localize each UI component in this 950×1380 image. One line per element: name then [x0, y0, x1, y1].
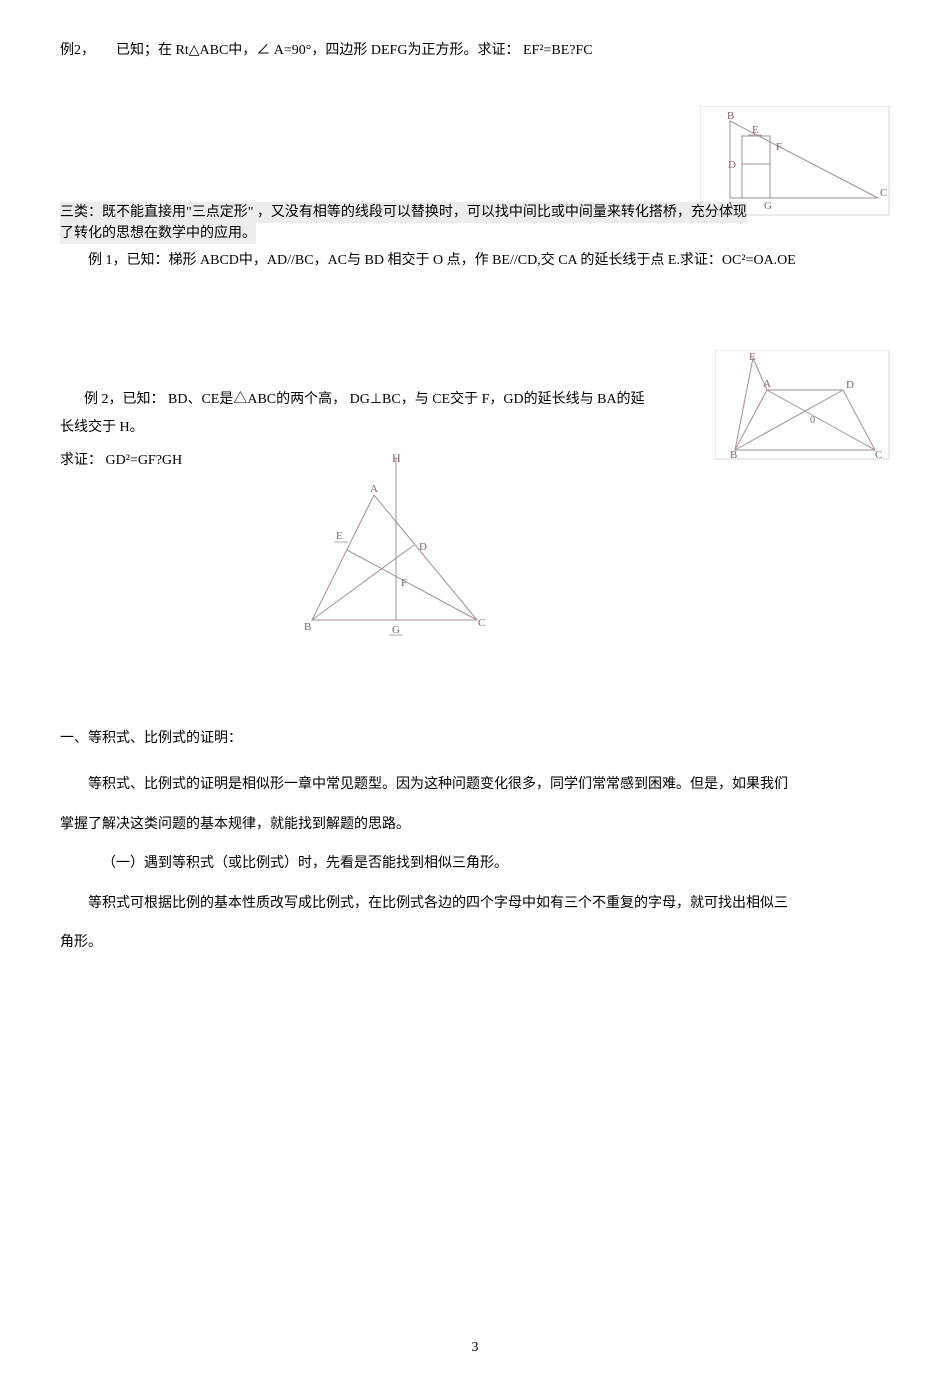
figure-ex2a: B E F D A G C: [700, 106, 890, 216]
label-G: G: [764, 200, 772, 212]
section-a-sub1: （一）遇到等积式（或比例式）时，先看是否能找到相似三角形。: [60, 847, 890, 881]
label-C: C: [880, 187, 887, 199]
label-D: D: [846, 379, 854, 391]
label-F: F: [776, 141, 782, 153]
example-1b: 例 1，已知：梯形 ABCD中，AD//BC，AC与 BD 相交于 O 点，作 …: [60, 250, 890, 272]
section-a-p2a: 等积式可根据比例的基本性质改写成比例式，在比例式各边的四个字母中如有三个不重复的…: [60, 887, 890, 921]
label-A: A: [763, 378, 771, 390]
label-D: D: [419, 541, 427, 553]
example-2b-line3: 求证： GD²=GF?GH: [60, 450, 182, 472]
example-2a-label: 例2，: [60, 43, 95, 58]
label-O: 0: [810, 415, 815, 426]
category-3-line2: 了转化的思想在数学中的应用。: [60, 223, 256, 244]
label-A: A: [726, 200, 734, 212]
label-F: F: [401, 577, 407, 589]
example-2a: 例2， 已知；在 Rt△ABC中，∠ A=90°，四边形 DEFG为正方形。求证…: [60, 40, 890, 62]
label-C: C: [478, 617, 485, 629]
figure-ex2b: H A E D F B G C: [292, 450, 492, 640]
label-E: E: [749, 351, 756, 363]
label-D: D: [728, 159, 736, 171]
label-G: G: [392, 624, 400, 636]
label-C: C: [875, 449, 882, 460]
label-A: A: [370, 483, 378, 495]
page-number: 3: [0, 1340, 950, 1356]
label-B: B: [730, 449, 737, 460]
page-container: 例2， 已知；在 Rt△ABC中，∠ A=90°，四边形 DEFG为正方形。求证…: [0, 0, 950, 1380]
figure-ex1: E A D 0 B C: [715, 350, 890, 460]
label-E: E: [336, 530, 343, 542]
section-a-title: 一、等积式、比例式的证明：: [60, 728, 890, 750]
label-B: B: [727, 110, 734, 122]
category-3-line1: 三类：既不能直接用"三点定形" ，又没有相等的线段可以替换时，可以找中间比或中间…: [60, 202, 747, 223]
section-a-p1a: 等积式、比例式的证明是相似形一章中常见题型。因为这种问题变化很多，同学们常常感到…: [60, 768, 890, 802]
label-E: E: [752, 124, 759, 136]
example-2a-text: 已知；在 Rt△ABC中，∠ A=90°，四边形 DEFG为正方形。求证： EF…: [116, 43, 593, 58]
label-B: B: [304, 621, 311, 633]
example-1b-text: 例 1，已知：梯形 ABCD中，AD//BC，AC与 BD 相交于 O 点，作 …: [88, 253, 796, 268]
label-H: H: [392, 451, 401, 465]
section-a-p1b: 掌握了解决这类问题的基本规律，就能找到解题的思路。: [60, 808, 890, 842]
section-a-p2b: 角形。: [60, 926, 890, 960]
